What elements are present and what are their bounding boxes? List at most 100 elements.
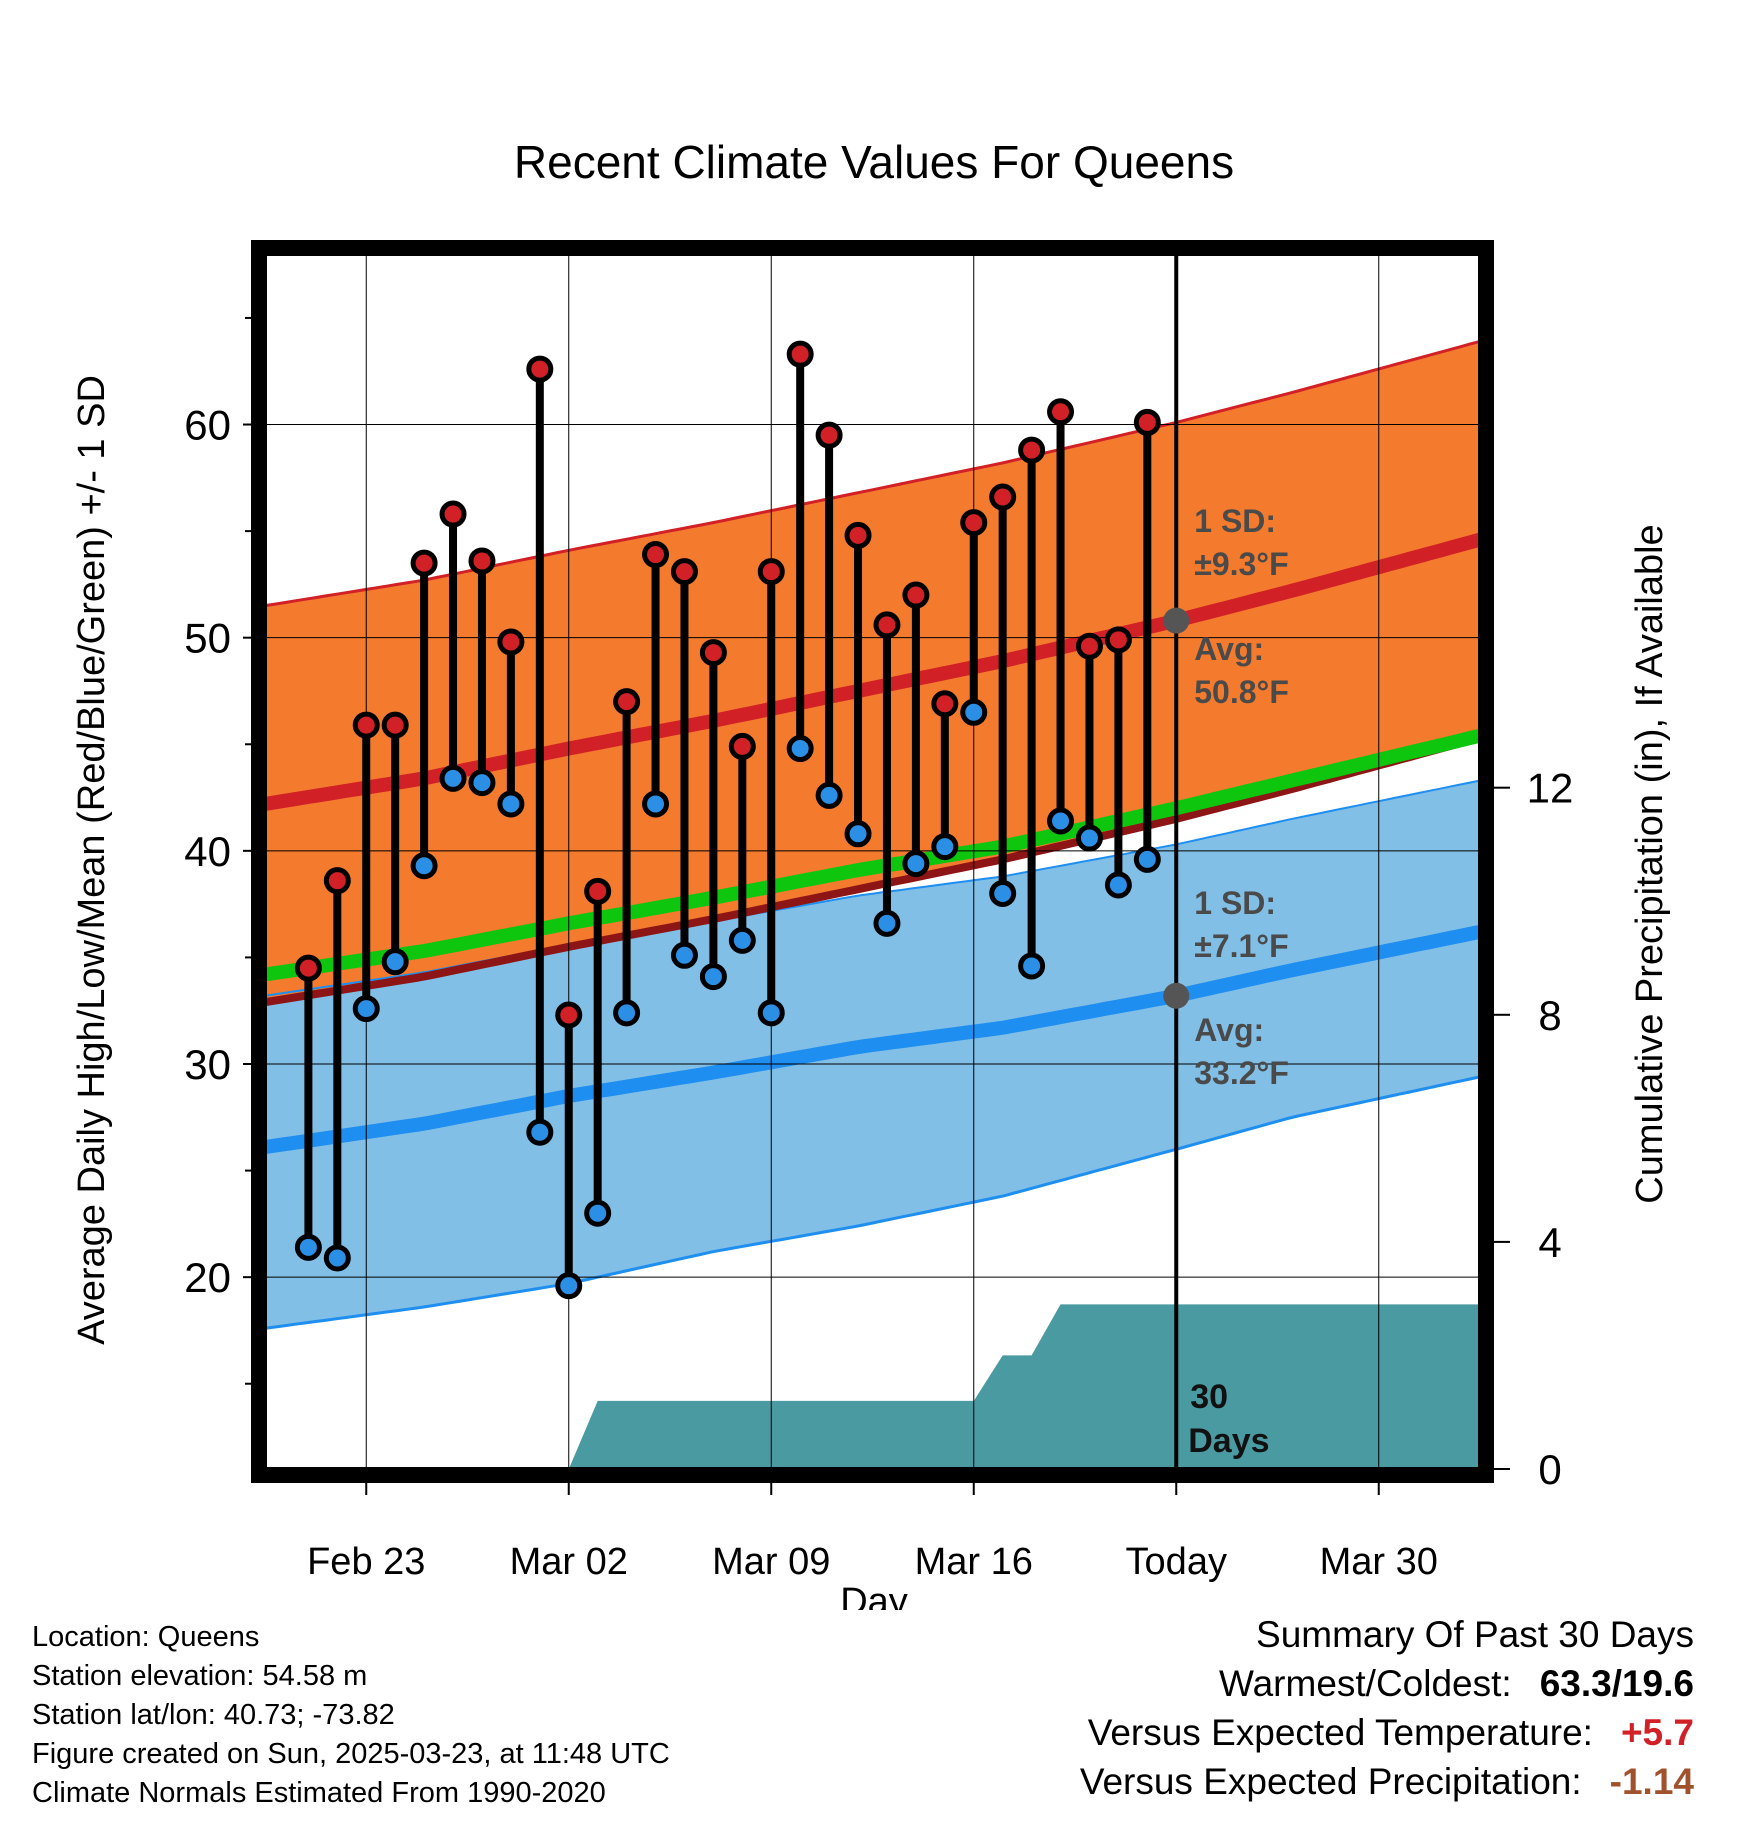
low-temp-dot <box>526 1118 554 1146</box>
high-temp-dot <box>844 521 872 549</box>
low-avg-line <box>265 924 1480 1155</box>
high-avg-line <box>265 532 1480 811</box>
low-temp-dot <box>786 735 814 763</box>
y2-axis-label: Cumulative Precipitation (in), If Availa… <box>1629 524 1671 1203</box>
high-temp-dot <box>381 711 409 739</box>
low-temp-dot <box>584 1199 612 1227</box>
location-text: Location: Queens <box>32 1621 260 1653</box>
high-temp-dot <box>786 340 814 368</box>
x-tick-label: Mar 16 <box>915 1541 1033 1583</box>
high-temp-dot <box>1133 408 1161 436</box>
high-avg-value: 50.8°F <box>1194 674 1289 710</box>
low-temp-dot <box>381 948 409 976</box>
low-temp-dot <box>757 999 785 1027</box>
precip-value: -1.14 <box>1609 1761 1694 1802</box>
high-temp-dot <box>439 500 467 528</box>
high-temp-dot <box>815 421 843 449</box>
low-temp-dot <box>931 833 959 861</box>
latlon-text: Station lat/lon: 40.73; -73.82 <box>32 1699 395 1731</box>
x-tick-label: Feb 23 <box>307 1541 425 1583</box>
created-text: Figure created on Sun, 2025-03-23, at 11… <box>32 1738 670 1770</box>
low-temp-dot <box>873 909 901 937</box>
y-axis-ticks: 20 30 40 50 60 <box>184 316 251 1385</box>
x-tick-label: Mar 09 <box>712 1541 830 1583</box>
x-tick-label: Mar 02 <box>510 1541 628 1583</box>
low-temp-dot <box>410 852 438 880</box>
y-tick-label: 40 <box>184 828 231 875</box>
low-temp-dot <box>613 999 641 1027</box>
high-avg-label: Avg: <box>1194 631 1264 667</box>
low-temp-dot <box>1133 845 1161 873</box>
chart-title: Recent Climate Values For Queens <box>514 136 1234 188</box>
y-tick-label: 30 <box>184 1041 231 1088</box>
high-temp-dot <box>497 628 525 656</box>
high-temp-dot <box>642 541 670 569</box>
y-tick-label: 60 <box>184 402 231 449</box>
summary-warm-cold-row: Warmest/Coldest: 63.3/19.6 <box>794 1659 1694 1708</box>
low-temp-dot <box>1018 952 1046 980</box>
low-temp-dot <box>468 769 496 797</box>
x-axis-ticks: Feb 23 Mar 02 Mar 09 Mar 16 Today Mar 30 <box>307 1483 1438 1583</box>
low-temp-dot <box>642 790 670 818</box>
low-temp-dot <box>1075 824 1103 852</box>
observation-dots <box>294 340 1161 1300</box>
elevation-text: Station elevation: 54.58 m <box>32 1660 368 1692</box>
high-temp-dot <box>584 877 612 905</box>
y-tick-label: 20 <box>184 1254 231 1301</box>
low-temp-dot <box>844 820 872 848</box>
high-temp-dot <box>555 1001 583 1029</box>
low-temp-dot <box>555 1272 583 1300</box>
low-temp-dot <box>815 781 843 809</box>
mean-avg-line <box>265 728 1480 982</box>
low-temp-dot <box>960 698 988 726</box>
summary-heading: Summary Of Past 30 Days <box>1256 1614 1694 1655</box>
high-temp-dot <box>728 732 756 760</box>
low-temp-dot <box>1047 807 1075 835</box>
precip-label: Versus Expected Precipitation: <box>1079 1761 1582 1802</box>
low-temp-dot <box>699 963 727 991</box>
low-sd-label: 1 SD: <box>1194 885 1276 921</box>
x-tick-label: Today <box>1126 1541 1227 1583</box>
warm-cold-label: Warmest/Coldest: <box>1219 1663 1512 1704</box>
low-temp-dot <box>323 1244 351 1272</box>
warm-cold-value: 63.3/19.6 <box>1539 1663 1694 1704</box>
high-temp-dot <box>699 639 727 667</box>
low-temp-dot <box>352 995 380 1023</box>
station-metadata: Location: Queens Station elevation: 54.5… <box>32 1618 670 1813</box>
low-temp-dot <box>294 1233 322 1261</box>
window-label-count: 30 <box>1190 1378 1228 1416</box>
low-temp-dot <box>439 764 467 792</box>
low-temp-dot <box>902 850 930 878</box>
high-temp-dot <box>902 581 930 609</box>
high-temp-dot <box>526 355 554 383</box>
normals-text: Climate Normals Estimated From 1990-2020 <box>32 1777 606 1809</box>
climate-chart: 1 SD: ±9.3°F Avg: 50.8°F 1 SD: ±7.1°F Avg: 33.2… <box>71 136 1671 1610</box>
high-temp-dot <box>410 549 438 577</box>
high-sd-value: ±9.3°F <box>1194 546 1288 582</box>
low-avg-marker <box>1163 982 1190 1009</box>
y2-tick-label: 8 <box>1538 992 1561 1039</box>
low-lower-edge <box>265 1075 1480 1330</box>
y2-tick-label: 4 <box>1538 1219 1561 1266</box>
high-temp-dot <box>294 954 322 982</box>
plot-frame <box>251 240 1494 1483</box>
summary-panel: Summary Of Past 30 Days Warmest/Coldest:… <box>794 1610 1694 1806</box>
high-temp-dot <box>1075 632 1103 660</box>
x-axis-label: Day <box>840 1581 908 1610</box>
low-temp-dot <box>989 879 1017 907</box>
high-temp-dot <box>1104 626 1132 654</box>
window-label-unit: Days <box>1188 1422 1269 1460</box>
high-upper-edge <box>265 339 1480 608</box>
low-sd-value: ±7.1°F <box>1194 928 1288 964</box>
low-temp-dot <box>670 941 698 969</box>
temp-value: +5.7 <box>1620 1712 1694 1753</box>
high-temp-dot <box>873 611 901 639</box>
observation-stems <box>304 354 1152 1286</box>
x-tick-label: Mar 30 <box>1320 1541 1438 1583</box>
high-temp-dot <box>1047 398 1075 426</box>
high-temp-dot <box>352 711 380 739</box>
high-sd-label: 1 SD: <box>1194 503 1276 539</box>
low-avg-value: 33.2°F <box>1194 1055 1289 1091</box>
high-temp-dot <box>670 558 698 586</box>
temp-label: Versus Expected Temperature: <box>1087 1712 1593 1753</box>
